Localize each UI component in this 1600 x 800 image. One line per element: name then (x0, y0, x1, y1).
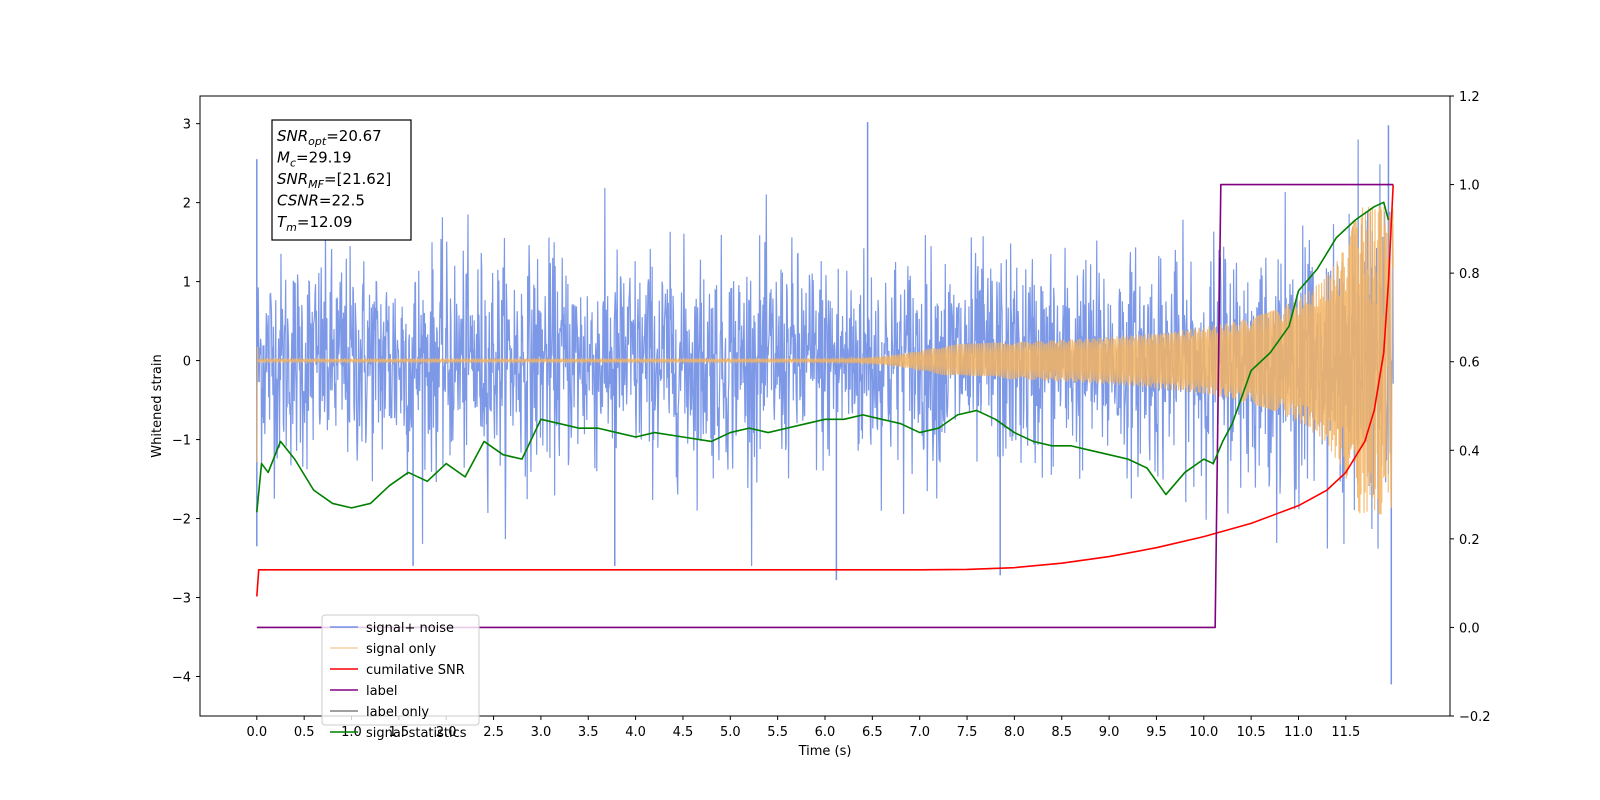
info-box: SNRopt=20.67Mc=29.19SNRMF=[21.62]CSNR=22… (271, 119, 412, 241)
info-line-1-sub: c (290, 157, 296, 170)
x-tick-label-20: 10.0 (1189, 725, 1218, 740)
info-box-frame (271, 119, 412, 241)
info-line-2-value: =[21.62] (324, 170, 391, 188)
x-tick-label-19: 9.5 (1146, 725, 1167, 740)
x-tick-label-14: 7.0 (909, 725, 930, 740)
x-tick-label-11: 5.5 (767, 725, 788, 740)
series-line-signal-noise (256, 139, 1394, 566)
series-line-label (256, 183, 1394, 629)
x-tick-label-18: 9.0 (1099, 725, 1120, 740)
legend-label-3: label (366, 684, 397, 699)
info-line-1-base: M (277, 149, 290, 167)
y2-tick-label-0: −0.2 (1459, 710, 1491, 725)
series-line-signal-statistics (256, 201, 1390, 513)
info-line-3-value: =22.5 (319, 192, 365, 210)
series-line-signal-only (256, 206, 1394, 515)
x-tick-label-21: 10.5 (1237, 725, 1266, 740)
x-tick-label-10: 5.0 (720, 725, 741, 740)
info-line-3-base: CSNR (277, 192, 319, 210)
info-line-4: Tm=12.09 (277, 213, 352, 234)
x-axis: 0.0 0.5 1.0 1.5 2.0 2.5 3.0 3.5 4.0 4.5 5.0 5.5 6.0 6… (246, 716, 1360, 740)
y-axis-label: Whitened strain (150, 354, 165, 457)
info-line-4-sub: m (286, 221, 297, 234)
plot-area (256, 122, 1394, 685)
x-tick-label-15: 7.5 (957, 725, 978, 740)
legend-label-5: signal statistics (366, 726, 467, 741)
x-tick-label-16: 8.0 (1004, 725, 1025, 740)
y2-tick-label-6: 1.0 (1459, 179, 1480, 194)
x-tick-label-13: 6.5 (862, 725, 883, 740)
info-line-4-base: T (277, 213, 288, 231)
x-tick-label-23: 11.5 (1331, 725, 1360, 740)
info-line-2-sub: MF (308, 178, 324, 191)
x-tick-label-1: 0.5 (294, 725, 315, 740)
y-tick-label-2: −2 (172, 513, 191, 528)
info-line-4-value: =12.09 (297, 213, 353, 231)
legend: signal+ noise signal only cumilative SNR la… (321, 614, 480, 741)
info-line-2-base: SNR (277, 170, 308, 188)
y-tick-label-1: −3 (172, 592, 191, 607)
y-tick-label-5: 1 (183, 276, 191, 291)
info-line-0-value: =20.67 (326, 127, 382, 145)
info-line-1-value: =29.19 (296, 149, 352, 167)
y2-tick-label-7: 1.2 (1459, 90, 1480, 105)
info-line-0-base: SNR (277, 127, 308, 145)
y2-tick-label-1: 0.0 (1459, 621, 1480, 636)
x-tick-label-7: 3.5 (578, 725, 599, 740)
x-tick-label-0: 0.0 (246, 725, 267, 740)
legend-label-4: label only (366, 705, 429, 720)
y-axis-right: −0.2 0.0 0.2 0.4 0.6 0.8 1.0 1.2 (1450, 90, 1491, 725)
x-tick-label-3: 1.5 (389, 725, 410, 740)
x-tick-label-4: 2.0 (436, 725, 457, 740)
x-tick-label-6: 3.0 (531, 725, 552, 740)
legend-label-0: signal+ noise (366, 621, 454, 636)
info-line-2: SNRMF=[21.62] (277, 170, 391, 191)
info-line-0-sub: opt (308, 135, 327, 148)
y2-tick-label-2: 0.2 (1459, 533, 1480, 548)
series-line-cumilative-snr (256, 184, 1394, 597)
legend-label-2: cumilative SNR (366, 663, 465, 678)
y-axis-left: −4 −3 −2 −1 0 1 2 3 (172, 118, 200, 686)
info-line-3: CSNR=22.5 (277, 192, 365, 210)
y2-tick-label-5: 0.8 (1459, 267, 1480, 282)
y-tick-label-0: −4 (172, 671, 191, 686)
y-tick-label-7: 3 (183, 118, 191, 133)
info-line-0: SNRopt=20.67 (277, 127, 382, 148)
y2-tick-label-4: 0.6 (1459, 356, 1480, 371)
x-tick-label-22: 11.0 (1284, 725, 1313, 740)
x-tick-label-5: 2.5 (483, 725, 504, 740)
info-line-1: Mc=29.19 (277, 149, 352, 170)
legend-frame (321, 614, 480, 726)
x-tick-label-8: 4.0 (625, 725, 646, 740)
legend-label-1: signal only (366, 642, 436, 657)
y2-tick-label-3: 0.4 (1459, 444, 1480, 459)
x-tick-label-12: 6.0 (815, 725, 836, 740)
y-tick-label-3: −1 (172, 434, 191, 449)
x-axis-label: Time (s) (798, 744, 852, 759)
x-tick-label-9: 4.5 (673, 725, 694, 740)
y-tick-label-6: 2 (183, 197, 191, 212)
y-tick-label-4: 0 (183, 355, 191, 370)
x-tick-label-17: 8.5 (1051, 725, 1072, 740)
